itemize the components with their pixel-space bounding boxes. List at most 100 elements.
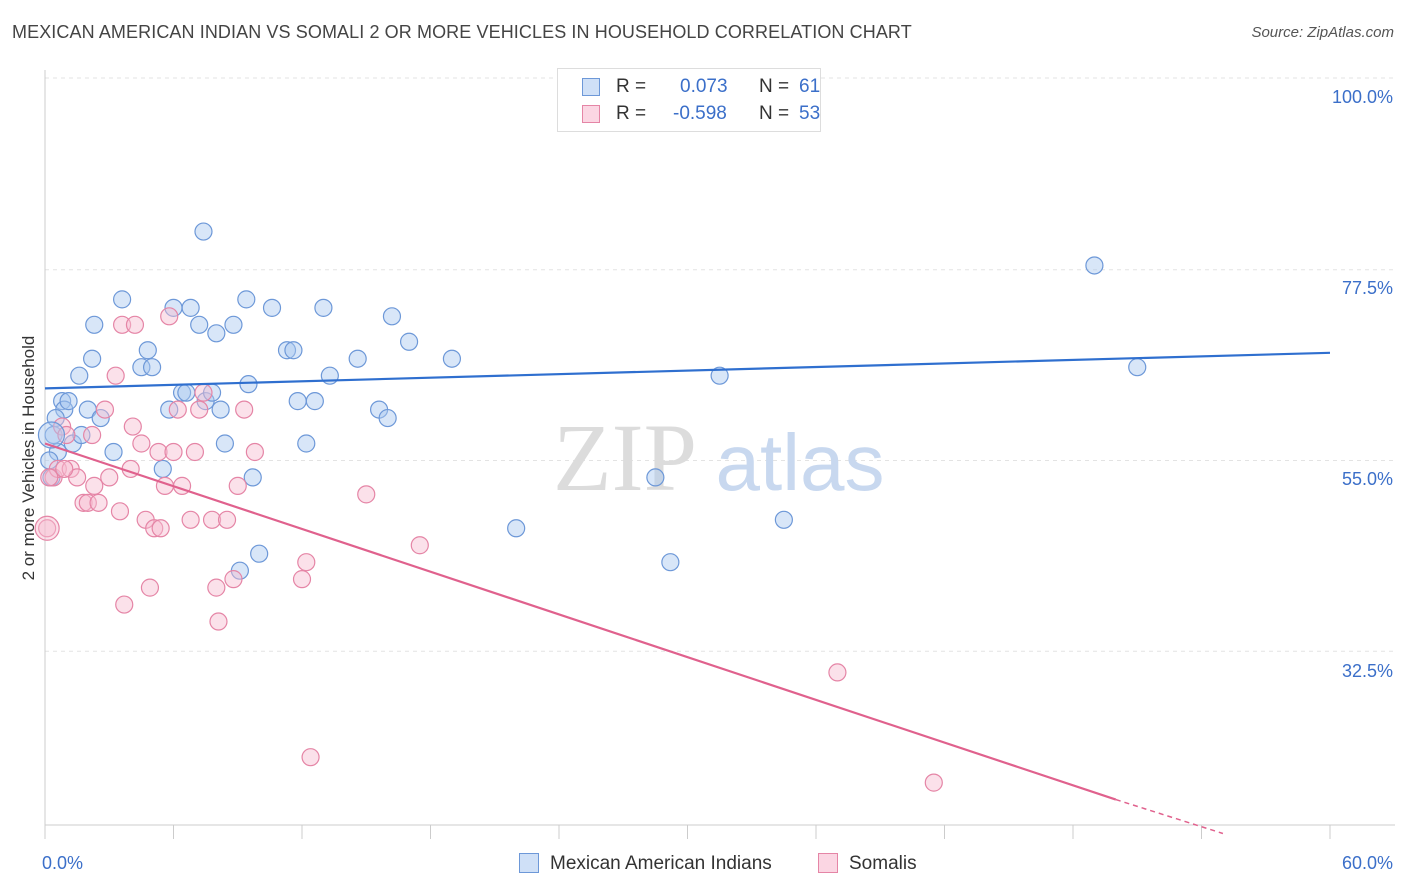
point-mexican-american-indians xyxy=(138,341,157,360)
legend-n-value: 61 xyxy=(799,76,821,97)
point-mexican-american-indians xyxy=(314,298,333,317)
point-somalis xyxy=(164,442,183,462)
trend-line-mexican-american-indians xyxy=(44,351,1331,390)
x-tick-label-max: 60.0% xyxy=(1342,853,1393,873)
grid-lines xyxy=(45,77,1395,652)
legend-r-label: R = xyxy=(616,76,647,97)
point-mexican-american-indians xyxy=(142,358,162,377)
point-somalis xyxy=(115,595,134,614)
legend-n-value: 53 xyxy=(799,103,821,124)
point-mexican-american-indians xyxy=(37,421,66,449)
point-somalis xyxy=(83,425,102,445)
point-somalis xyxy=(57,425,76,445)
point-mexican-american-indians xyxy=(83,349,102,368)
point-somalis xyxy=(202,510,222,529)
legend-r-label: R = xyxy=(616,103,647,124)
point-somalis xyxy=(828,663,847,682)
watermark-zip: ZIP xyxy=(553,404,697,511)
point-somalis xyxy=(228,476,247,495)
point-somalis xyxy=(123,417,142,436)
point-somalis xyxy=(38,519,57,538)
point-mexican-american-indians xyxy=(646,468,665,487)
stats-legend: R = 0.073 N = 61 R = -0.598 N = 53 xyxy=(557,68,821,132)
point-mexican-american-indians xyxy=(59,392,78,411)
point-mexican-american-indians xyxy=(211,400,230,419)
point-somalis xyxy=(235,400,254,419)
point-somalis xyxy=(217,510,237,529)
bottom-legend-swatch-blue xyxy=(519,853,539,873)
y-tick-label: 100.0% xyxy=(1332,87,1393,107)
point-somalis xyxy=(55,459,74,479)
y-tick-label: 55.0% xyxy=(1342,469,1393,489)
point-somalis xyxy=(132,434,151,453)
point-somalis xyxy=(89,493,108,512)
y-tick-label: 77.5% xyxy=(1342,278,1393,298)
point-somalis xyxy=(149,442,168,462)
point-mexican-american-indians xyxy=(305,392,324,411)
point-somalis xyxy=(301,748,320,767)
point-somalis xyxy=(160,307,179,326)
y-tick-label: 32.5% xyxy=(1342,661,1393,681)
point-somalis xyxy=(125,315,145,334)
point-somalis xyxy=(292,570,312,589)
point-somalis xyxy=(95,400,115,419)
point-somalis xyxy=(410,536,429,555)
point-mexican-american-indians xyxy=(774,510,793,529)
axes xyxy=(44,70,1395,839)
data-points xyxy=(34,69,1147,792)
legend-r-value: 0.073 xyxy=(680,76,728,97)
point-mexican-american-indians xyxy=(239,375,258,394)
point-somalis xyxy=(245,442,264,462)
point-somalis xyxy=(100,468,119,487)
bottom-legend-label: Mexican American Indians xyxy=(550,853,772,874)
legend-n-label: N = xyxy=(759,76,790,97)
point-mexican-american-indians xyxy=(661,553,680,572)
chart-title: MEXICAN AMERICAN INDIAN VS SOMALI 2 OR M… xyxy=(12,22,912,42)
point-mexican-american-indians xyxy=(112,290,132,309)
point-somalis xyxy=(924,773,943,792)
point-somalis xyxy=(140,578,160,597)
source-credit: Source: ZipAtlas.com xyxy=(1251,24,1394,41)
point-mexican-american-indians xyxy=(507,519,526,538)
trend-line-somalis-extension xyxy=(1115,798,1224,835)
point-somalis xyxy=(185,442,205,462)
point-mexican-american-indians xyxy=(153,459,172,479)
point-mexican-american-indians xyxy=(243,468,262,487)
point-somalis xyxy=(40,468,59,487)
point-mexican-american-indians xyxy=(85,315,104,334)
point-somalis xyxy=(68,468,87,487)
point-somalis xyxy=(85,476,104,495)
point-somalis xyxy=(297,553,316,572)
point-somalis xyxy=(145,519,164,538)
point-mexican-american-indians xyxy=(72,425,91,445)
point-somalis xyxy=(74,493,93,512)
legend-n-label: N = xyxy=(759,103,790,124)
point-mexican-american-indians xyxy=(297,434,316,453)
watermark: ZIP atlas xyxy=(553,404,884,511)
point-mexican-american-indians xyxy=(104,442,123,462)
point-mexican-american-indians xyxy=(378,408,397,428)
point-somalis xyxy=(112,315,132,334)
point-mexican-american-indians xyxy=(194,222,213,241)
point-somalis xyxy=(168,400,187,419)
point-somalis xyxy=(207,578,226,597)
point-somalis xyxy=(78,493,97,512)
legend-swatch-pink xyxy=(582,105,600,123)
point-somalis xyxy=(194,383,213,402)
point-mexican-american-indians xyxy=(382,307,402,326)
point-mexican-american-indians xyxy=(710,366,729,385)
point-mexican-american-indians xyxy=(262,298,282,317)
x-tick-label-min: 0.0% xyxy=(42,853,83,873)
point-mexican-american-indians xyxy=(207,324,226,343)
trend-line-somalis xyxy=(44,442,1117,801)
point-mexican-american-indians xyxy=(70,366,89,385)
point-somalis xyxy=(110,502,130,521)
point-mexican-american-indians xyxy=(277,341,297,360)
point-mexican-american-indians xyxy=(190,315,209,334)
point-mexican-american-indians xyxy=(399,332,419,351)
tick-labels: 100.0% 77.5% 55.0% 32.5% 0.0% 60.0% xyxy=(42,87,1393,873)
point-somalis xyxy=(151,519,170,538)
point-mexican-american-indians xyxy=(177,383,196,402)
point-mexican-american-indians xyxy=(132,358,151,377)
